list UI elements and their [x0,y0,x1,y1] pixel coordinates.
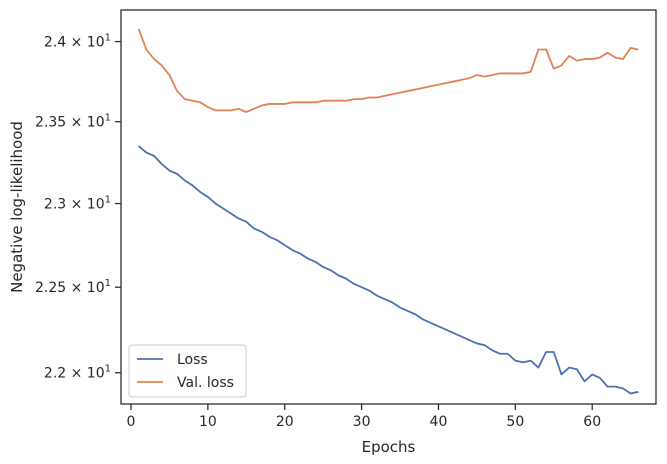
series-line-val-loss [137,28,639,113]
plot-frame [120,9,657,405]
y-axis-label: Negative log-likelihood [8,121,26,293]
legend: Loss Val. loss [128,344,247,398]
x-tick-label: 20 [276,414,294,430]
legend-box [128,344,247,398]
x-tick-label: 10 [199,414,217,430]
series-lines [137,28,639,395]
x-axis-label: Epochs [362,438,416,456]
x-tick-label: 30 [353,414,371,430]
legend-label-loss: Loss [177,352,208,368]
series-line-loss [138,145,639,395]
y-tick-label: 2.3 × 101 [44,195,111,213]
y-tick-label: 2.35 × 101 [35,113,111,131]
y-tick-label: 2.25 × 101 [35,278,111,296]
x-tick-label: 50 [506,414,524,430]
x-axis-ticks: 0 10 20 30 40 50 60 [127,404,601,430]
x-tick-label: 0 [127,414,136,430]
y-tick-label: 2.4 × 101 [44,33,111,51]
x-tick-label: 40 [430,414,448,430]
legend-label-val-loss: Val. loss [177,375,234,391]
plot-background [121,10,656,404]
y-axis-ticks: 2.2 × 101 2.25 × 101 2.3 × 101 2.35 × 101 2.… [35,33,121,382]
y-tick-label: 2.2 × 101 [44,364,111,382]
x-tick-label: 60 [583,414,601,430]
